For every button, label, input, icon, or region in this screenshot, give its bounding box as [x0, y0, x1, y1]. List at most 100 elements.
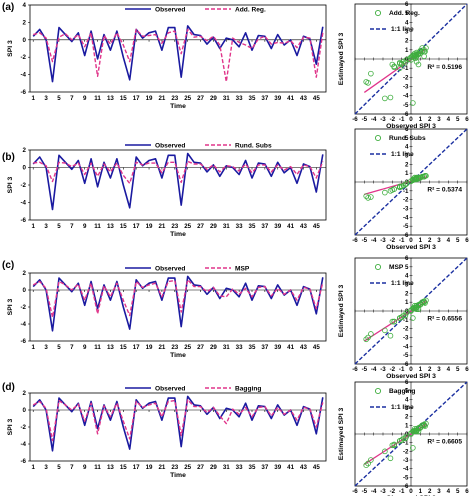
- panel-b-ytick-label: 2: [23, 147, 27, 154]
- panel-b-xtick-label: 37: [261, 223, 268, 230]
- panel-c-scatter-xtick-label: -4: [371, 366, 377, 373]
- panel-d-scatter-xtick-label: 3: [437, 488, 441, 495]
- panel-b-ytick-label: -6: [20, 217, 26, 224]
- panel-d-scatter-xtick-label: 6: [465, 488, 469, 495]
- panel-a-scatter-xtick-label: 1: [419, 116, 423, 123]
- panel-b-xtick-label: 35: [249, 223, 256, 230]
- panel-d-scatter-point: [365, 460, 371, 467]
- panel-c-ytick-label: -2: [20, 304, 26, 311]
- panel-c-scatter-ytick-label: 4: [405, 273, 409, 280]
- panel-d-xtick-label: 19: [146, 464, 153, 471]
- panel-c-scatter-ytick-label: 2: [405, 290, 409, 297]
- panel-d-scatter-xtick-label: -1: [399, 488, 405, 495]
- panel-b-scatter-xtick-label: 2: [428, 237, 432, 244]
- panel-d-xtick-label: 39: [274, 464, 281, 471]
- panel-a-ytick-label: 2: [23, 19, 27, 26]
- panel-b-xtick-label: 9: [83, 223, 87, 230]
- panel-d-scatter-ytick-label: 3: [405, 405, 409, 412]
- panel-a-ytick-label: -6: [20, 89, 26, 96]
- panel-c-xlabel: Time: [170, 352, 186, 359]
- panel-d-scatter-legend-line-label: 1:1 line: [391, 404, 414, 411]
- panel-d-series-bagging: [32, 399, 324, 442]
- panel-c-ytick-label: 2: [23, 270, 27, 277]
- panel-d-xtick-label: 9: [83, 464, 87, 471]
- panel-d-series-observed: [32, 395, 324, 452]
- panel-d-xtick-label: 21: [158, 464, 165, 471]
- panel-c-scatter-xtick-label: -2: [390, 366, 396, 373]
- panel-b-xtick-label: 23: [171, 223, 178, 230]
- panel-d-xtick-label: 35: [249, 464, 256, 471]
- panel-b-xlabel: Time: [170, 231, 186, 238]
- panel-a-scatter-xtick-label: 5: [456, 116, 460, 123]
- panel-d-xtick-label: 23: [171, 464, 178, 471]
- panel-a-xtick-label: 19: [146, 95, 153, 102]
- panel-a-scatter-xtick-label: 0: [409, 116, 413, 123]
- panel-b-scatter-legend-points-label: Rund. Subs: [389, 135, 426, 142]
- panel-a-xtick-label: 21: [158, 95, 165, 102]
- panel-d-xtick-label: 29: [210, 464, 217, 471]
- panel-b-scatter-ytick-label: 2: [405, 161, 409, 168]
- panel-b-scatter-ytick-label: -5: [403, 223, 409, 230]
- panel-a-r-squared: R² = 0.5196: [427, 64, 462, 71]
- panel-d-scatter-xtick-label: 2: [428, 488, 432, 495]
- panel-c-scatter-point: [363, 336, 370, 343]
- panel-d-scatter-xtick-label: 0: [409, 488, 413, 495]
- panel-c-scatter-xtick-label: 6: [465, 366, 469, 373]
- panel-a-xtick-label: 29: [210, 95, 217, 102]
- panel-c-series-msp: [32, 279, 324, 318]
- panel-c-scatter-xtick-label: 0: [409, 366, 413, 373]
- panel-a-scatter-ytick-label: -1: [403, 65, 409, 72]
- panel-a-scatter-ytick-label: 2: [405, 38, 409, 45]
- panel-a-scatter-xtick-label: -6: [352, 116, 358, 123]
- panel-a-scatter-point: [387, 94, 394, 101]
- panel-c-scatter-legend-points-label: MSP: [389, 264, 404, 271]
- panel-b-scatter-point: [365, 195, 371, 201]
- panel-b-xtick-label: 27: [197, 223, 204, 230]
- panel-c-xtick-label: 39: [274, 344, 281, 351]
- panel-a-scatter-point: [406, 56, 412, 62]
- panel-b-scatter-legend-line-label: 1:1 line: [391, 151, 414, 158]
- panel-a-scatter-xtick-label: -5: [362, 116, 368, 123]
- panel-d-letter: (d): [2, 382, 15, 393]
- panel-a-scatter-xtick-label: -3: [380, 116, 386, 123]
- panel-b-scatter-ytick-label: 5: [405, 135, 409, 142]
- panel-c-xtick-label: 3: [44, 344, 48, 351]
- panel-d-one-to-one-line: [354, 381, 468, 487]
- panel-a-scatter-ytick-label: 1: [405, 47, 409, 54]
- panel-b-scatter-point: [423, 173, 429, 179]
- panel-d-scatter-xtick-label: -2: [390, 488, 396, 495]
- panel-c-ylabel: SPI 3: [7, 298, 14, 315]
- panel-b-one-to-one-line: [354, 128, 468, 236]
- panel-a-scatter-point: [410, 100, 416, 106]
- panel-c-scatter-point: [365, 334, 371, 341]
- panel-c-scatter-point: [421, 299, 427, 305]
- panel-c-legend-observed-label: Observed: [155, 266, 185, 273]
- panel-b-scatter-xtick-label: 4: [447, 237, 451, 244]
- panel-c-scatter-point: [382, 327, 388, 334]
- panel-c-scatter-point: [402, 312, 409, 319]
- panel-b-scatter-xtick-label: -1: [399, 237, 405, 244]
- panel-d-xtick-label: 37: [261, 464, 268, 471]
- panel-a-xtick-label: 31: [223, 95, 230, 102]
- panel-d-ytick-label: -6: [20, 458, 26, 465]
- panel-b-xtick-label: 13: [107, 223, 114, 230]
- panel-a-series-observed: [32, 25, 324, 83]
- panel-a-scatter-ytick-label: -2: [403, 74, 409, 81]
- panel-b-scatter-ytick-label: -1: [403, 188, 409, 195]
- panel-a-scatter-ytick-label: -3: [403, 84, 409, 91]
- panel-c-xtick-label: 23: [171, 344, 178, 351]
- panel-a-xtick-label: 41: [287, 95, 294, 102]
- panel-c-scatter-xtick-label: -6: [352, 366, 358, 373]
- panel-d-xtick-label: 41: [287, 464, 294, 471]
- panel-a-scatter-point: [382, 95, 388, 102]
- panel-c-scatter-xtick-label: 4: [447, 366, 451, 373]
- panel-c-scatter-point: [368, 331, 374, 337]
- panel-c-xtick-label: 37: [261, 344, 268, 351]
- panel-c-r-squared: R² = 0.6556: [427, 316, 462, 323]
- panel-c-scatter-ytick-label: 1: [405, 299, 409, 306]
- panel-b-scatter-ytick-label: -2: [403, 197, 409, 204]
- panel-a-xtick-label: 17: [133, 95, 140, 102]
- panel-a-scatter-xlabel: Observed SPI 3: [386, 123, 436, 130]
- panel-a-scatter-ytick-label: -6: [403, 111, 409, 118]
- panel-a-scatter-ytick-label: 4: [405, 19, 409, 26]
